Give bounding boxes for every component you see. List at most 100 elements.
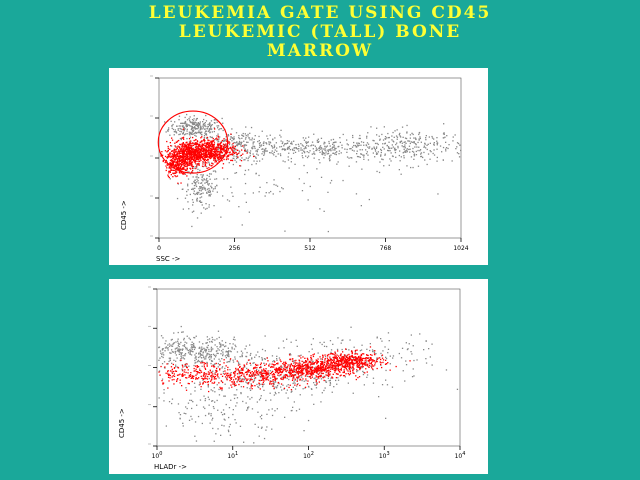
- data-point: [231, 348, 233, 350]
- data-point: [272, 138, 274, 140]
- data-point: [262, 142, 265, 144]
- data-point: [203, 147, 205, 149]
- data-point: [346, 354, 349, 356]
- data-point: [306, 375, 309, 377]
- data-point: [284, 377, 287, 379]
- data-point: [367, 154, 369, 156]
- data-point: [168, 357, 170, 359]
- data-point: [171, 368, 173, 370]
- data-point: [258, 399, 261, 401]
- data-point: [330, 148, 332, 150]
- data-point: [340, 369, 342, 371]
- data-point: [177, 340, 179, 342]
- data-point: [304, 357, 306, 359]
- data-point: [189, 147, 192, 149]
- data-point: [334, 352, 336, 354]
- data-point: [187, 352, 190, 354]
- data-point: [236, 389, 238, 391]
- data-point: [402, 370, 404, 372]
- data-point: [188, 160, 191, 163]
- data-point: [210, 136, 212, 139]
- data-point: [292, 382, 294, 385]
- data-point: [406, 348, 409, 351]
- data-point: [396, 136, 399, 138]
- data-point: [189, 155, 191, 158]
- data-point: [182, 208, 184, 210]
- data-point: [327, 375, 330, 377]
- data-point: [288, 378, 290, 381]
- data-point: [194, 132, 196, 134]
- data-point: [197, 150, 199, 152]
- data-point: [204, 158, 206, 161]
- data-point: [229, 369, 231, 371]
- data-point: [188, 117, 190, 120]
- data-point: [426, 148, 428, 151]
- data-point: [205, 154, 207, 156]
- data-point: [336, 368, 338, 370]
- data-point: [228, 355, 230, 358]
- data-point: [356, 371, 358, 373]
- data-point: [235, 377, 237, 380]
- data-point: [184, 150, 186, 152]
- data-point: [311, 348, 313, 350]
- data-point: [284, 416, 286, 418]
- data-point: [232, 150, 234, 153]
- data-point: [208, 413, 210, 415]
- data-point: [204, 349, 206, 352]
- data-point: [273, 394, 275, 396]
- data-point: [193, 127, 195, 129]
- data-point: [193, 190, 195, 192]
- data-point: [216, 159, 218, 161]
- data-point: [340, 368, 342, 370]
- data-point: [172, 172, 174, 174]
- data-point: [305, 378, 307, 380]
- data-point: [290, 368, 293, 370]
- data-point: [200, 196, 203, 198]
- data-point: [429, 158, 431, 160]
- data-point: [212, 155, 214, 158]
- data-point: [216, 139, 218, 141]
- data-point: [425, 358, 427, 360]
- data-point: [180, 137, 183, 140]
- data-point: [187, 150, 189, 152]
- data-point: [224, 373, 226, 375]
- data-point: [190, 125, 192, 127]
- data-point: [186, 158, 188, 161]
- data-point: [228, 416, 230, 419]
- data-point: [296, 367, 298, 369]
- data-point: [229, 373, 231, 375]
- data-point: [274, 377, 276, 379]
- data-point: [372, 369, 374, 371]
- data-point: [361, 149, 363, 151]
- data-point: [296, 345, 298, 347]
- data-point: [211, 186, 213, 189]
- data-point: [178, 350, 180, 353]
- data-point: [307, 199, 309, 201]
- data-point: [210, 340, 213, 343]
- data-point: [291, 375, 293, 377]
- data-point: [179, 167, 181, 169]
- data-point: [217, 147, 220, 149]
- data-point: [254, 385, 256, 387]
- data-point: [195, 374, 197, 376]
- data-point: [201, 152, 203, 155]
- data-point: [209, 341, 211, 343]
- data-point: [240, 369, 242, 371]
- data-point: [203, 134, 206, 137]
- data-point: [226, 354, 228, 356]
- data-point: [376, 357, 378, 359]
- data-point: [213, 376, 216, 379]
- data-point: [316, 362, 318, 364]
- data-point: [327, 150, 329, 153]
- data-point: [394, 151, 397, 154]
- data-point: [260, 383, 262, 385]
- data-point: [229, 423, 231, 426]
- data-point: [192, 169, 194, 172]
- data-point: [232, 383, 234, 385]
- data-point: [213, 139, 216, 141]
- data-point: [312, 148, 314, 150]
- data-point: [280, 378, 282, 380]
- data-point: [233, 348, 236, 350]
- data-point: [321, 343, 323, 346]
- data-point: [259, 186, 261, 188]
